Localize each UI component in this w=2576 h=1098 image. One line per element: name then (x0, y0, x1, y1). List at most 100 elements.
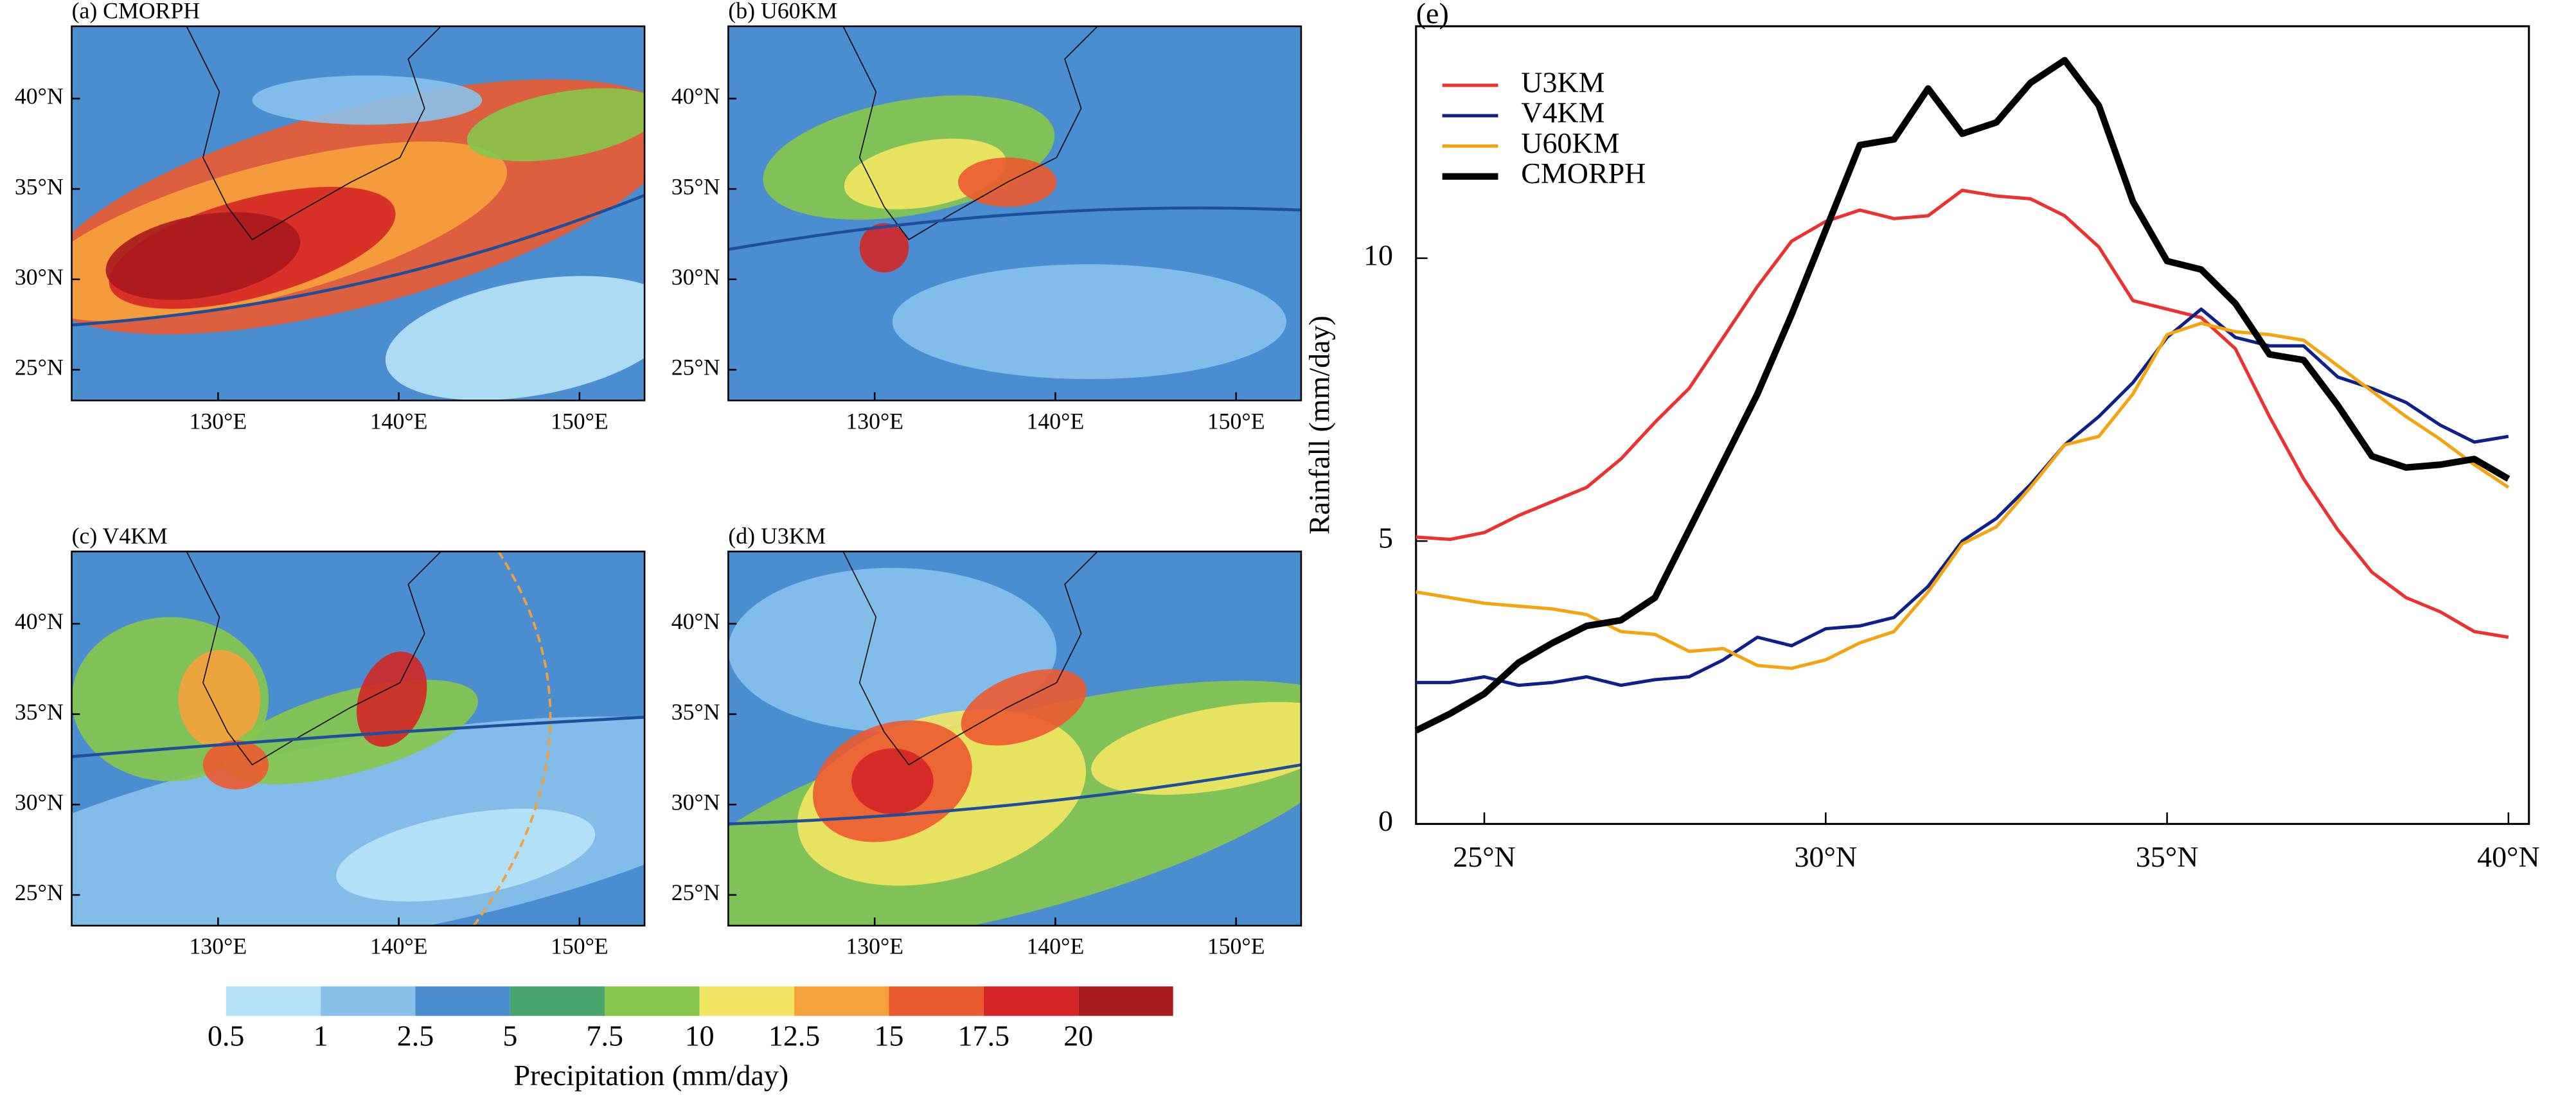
colorbar-swatch (510, 986, 605, 1016)
colorbar-tick-label: 12.5 (768, 1020, 820, 1052)
y-tick-label: 35°N (671, 173, 720, 199)
colorbar-label: Precipitation (mm/day) (513, 1059, 788, 1092)
y-tick-label: 35°N (15, 699, 64, 725)
map-panel: (a) CMORPH 130°E 140°E 150°E 25°N 30°N 35°N 40°… (15, 0, 646, 434)
x-tick-label: 150°E (551, 408, 608, 434)
y-tick-label: 0 (1378, 804, 1393, 837)
x-tick-label: 130°E (846, 408, 903, 434)
x-tick-label: 140°E (1027, 408, 1085, 434)
y-tick-label: 30°N (15, 264, 64, 290)
y-tick-label: 40°N (671, 84, 720, 109)
rain-area (252, 75, 483, 125)
x-tick-label: 30°N (1795, 840, 1858, 873)
rain-area (336, 808, 596, 902)
colorbar-swatch (699, 986, 795, 1016)
colorbar-tick-label: 1 (314, 1020, 328, 1052)
legend-label: V4KM (1521, 96, 1604, 129)
y-tick-label: 35°N (15, 173, 64, 199)
colorbar-swatch (321, 986, 416, 1016)
x-tick-label: 140°E (370, 934, 428, 959)
y-tick-label: 25°N (671, 355, 720, 380)
x-tick-label: 35°N (2136, 840, 2199, 873)
series-line (1416, 307, 2509, 687)
x-tick-label: 140°E (1027, 934, 1085, 959)
y-tick-label: 30°N (15, 789, 64, 815)
colorbar-swatch (983, 986, 1079, 1016)
rain-area (385, 276, 645, 400)
colorbar-tick-label: 20 (1063, 1020, 1093, 1052)
colorbar-tick-label: 5 (502, 1020, 517, 1052)
legend-label: U3KM (1521, 66, 1604, 98)
map-field (71, 26, 645, 401)
colorbar-tick-label: 15 (875, 1020, 904, 1052)
y-tick-label: 30°N (671, 264, 720, 290)
y-tick-label: 25°N (15, 880, 64, 905)
y-tick-label: 25°N (15, 355, 64, 380)
rain-area (202, 740, 269, 790)
x-tick-label: 150°E (1207, 934, 1265, 959)
rain-area (851, 748, 934, 815)
rain-area (105, 212, 301, 300)
y-tick-label: 5 (1378, 522, 1393, 554)
y-tick-label: 35°N (671, 699, 720, 725)
x-tick-label: 130°E (189, 934, 247, 959)
x-tick-label: 40°N (2477, 840, 2540, 873)
series-line (1416, 321, 2510, 670)
legend-label: CMORPH (1521, 157, 1646, 190)
coastline (842, 26, 1098, 240)
y-tick-label: 40°N (15, 84, 64, 109)
x-tick-label: 130°E (189, 408, 247, 434)
map-frame (71, 551, 646, 927)
map-frame (727, 25, 1302, 402)
legend-label: U60KM (1521, 127, 1619, 159)
colorbar-swatch (889, 986, 984, 1016)
colorbar-tick-label: 7.5 (587, 1020, 623, 1052)
rain-area (357, 651, 427, 747)
colorbar-swatch (226, 986, 321, 1016)
front-line (728, 763, 1301, 826)
map-field (728, 26, 1301, 401)
colorbar-tick-label: 17.5 (958, 1020, 1009, 1052)
map-panel: (c) V4KM 130°E 140°E 150°E 25°N 30°N 35°N 40°N (15, 523, 646, 959)
rain-area (728, 567, 1057, 732)
map-frame (727, 551, 1302, 927)
colorbar-swatch (415, 986, 510, 1016)
map-panel: (b) U60KM 130°E 140°E 150°E 25°N 30°N 35°N 40°N (671, 0, 1302, 434)
colorbar-swatch (1078, 986, 1173, 1016)
rain-area (466, 88, 645, 162)
map-title: (c) V4KM (72, 523, 168, 549)
map-field (728, 551, 1301, 926)
map-panel: (d) U3KM 130°E 140°E 150°E 25°N 30°N 35°N 40°N (671, 523, 1302, 959)
x-tick-label: 130°E (846, 934, 903, 959)
front-line (71, 193, 645, 327)
series-line (1416, 188, 2509, 639)
chart-title: (e) (1416, 0, 1449, 30)
x-tick-label: 140°E (370, 408, 428, 434)
rain-area (1091, 702, 1301, 795)
y-axis-label: Rainfall (mm/day) (1303, 315, 1336, 535)
coastline (186, 26, 441, 240)
map-title: (d) U3KM (728, 523, 826, 549)
coastline (842, 551, 1098, 766)
colorbar-tick-label: 10 (685, 1020, 715, 1052)
map-frame (71, 25, 646, 402)
domain-boundary (472, 551, 552, 926)
y-tick-label: 40°N (671, 608, 720, 634)
map-field (71, 551, 645, 926)
front-line (71, 716, 645, 758)
x-tick-label: 150°E (551, 934, 608, 959)
y-tick-label: 10 (1364, 238, 1393, 271)
y-tick-label: 40°N (15, 608, 64, 634)
rain-area (892, 264, 1286, 380)
map-title: (a) CMORPH (72, 0, 200, 24)
rain-area (71, 716, 645, 926)
colorbar-swatch (794, 986, 889, 1016)
map-title: (b) U60KM (728, 0, 837, 24)
colorbar-swatch (605, 986, 700, 1016)
rain-area (178, 650, 261, 748)
front-line (728, 206, 1301, 251)
x-tick-label: 25°N (1453, 840, 1516, 873)
rain-area (859, 223, 909, 273)
